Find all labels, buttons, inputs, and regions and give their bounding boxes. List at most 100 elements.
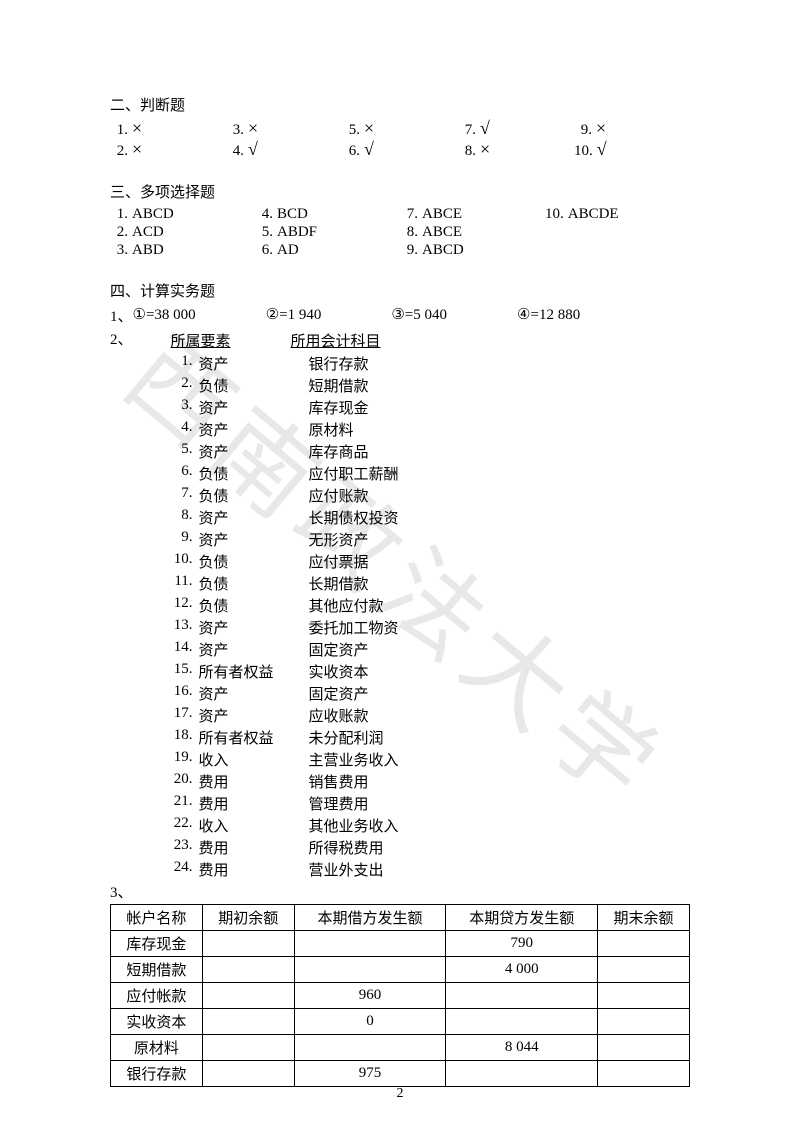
judge-mark: ×: [248, 119, 258, 137]
row-subject: 委托加工物资: [309, 617, 399, 638]
row-element: 资产: [199, 639, 309, 660]
q1-part: ④=12 880: [517, 305, 580, 326]
row-number: 16.: [163, 683, 193, 704]
row-subject: 应付票据: [309, 551, 369, 572]
mc-answer: ABCD: [422, 242, 464, 259]
q2-rows-container: 1.资产银行存款2.负债短期借款3.资产库存现金4.资产原材料5.资产库存商品6…: [133, 353, 690, 880]
row-element: 资产: [199, 397, 309, 418]
section4-title: 四、计算实务题: [110, 280, 690, 301]
table-cell: [294, 1035, 446, 1061]
q1-row: 1、 ①=38 000 ②=1 940 ③=5 040 ④=12 880: [110, 305, 690, 326]
table-cell: [446, 983, 598, 1009]
row-number: 11.: [163, 573, 193, 594]
q-num: 10.: [545, 206, 564, 223]
page-content: 二、判断题 1.× 3.× 5.× 7.√ 9.× 2.× 4.√ 6.√ 8.…: [110, 94, 690, 1087]
list-item: 16. 资产固定资产: [163, 683, 690, 704]
table-cell: 库存现金: [111, 931, 203, 957]
list-item: 14.资产固定资产: [163, 639, 690, 660]
row-subject: 应收账款: [309, 705, 369, 726]
row-element: 资产: [199, 529, 309, 550]
q-num: 1.: [110, 206, 128, 223]
row-number: 15.: [163, 661, 193, 682]
list-item: 1.资产银行存款: [163, 353, 690, 374]
q-num: 3.: [226, 122, 244, 139]
row-subject: 应付账款: [309, 485, 369, 506]
list-item: 15.所有者权益实收资本: [163, 661, 690, 682]
row-element: 负债: [199, 375, 309, 396]
q-num: 3.: [110, 242, 128, 259]
row-element: 资产: [199, 683, 309, 704]
q-num: 9.: [400, 242, 418, 259]
table-row: 库存现金790: [111, 931, 690, 957]
table-cell: 短期借款: [111, 957, 203, 983]
judge-mark: ×: [480, 140, 490, 158]
row-subject: 长期债权投资: [309, 507, 399, 528]
row-number: 21.: [163, 793, 193, 814]
list-item: 20.费用销售费用: [163, 771, 690, 792]
q-num: 2.: [110, 224, 128, 241]
row-subject: 管理费用: [309, 793, 369, 814]
list-item: 5.资产库存商品: [163, 441, 690, 462]
table-header: 期末余额: [598, 905, 690, 931]
table-cell: 实收资本: [111, 1009, 203, 1035]
row-subject: 未分配利润: [309, 727, 384, 748]
q1-part: ①=38 000: [133, 305, 196, 326]
table-cell: [294, 957, 446, 983]
table-cell: 银行存款: [111, 1061, 203, 1087]
list-item: 13.资产委托加工物资: [163, 617, 690, 638]
list-item: 8.资产长期债权投资: [163, 507, 690, 528]
row-number: 18.: [163, 727, 193, 748]
row-element: 资产: [199, 441, 309, 462]
row-number: 14.: [163, 639, 193, 660]
list-item: 10. 负债应付票据: [163, 551, 690, 572]
list-item: 18.所有者权益未分配利润: [163, 727, 690, 748]
row-number: 19.: [163, 749, 193, 770]
list-item: 11.负债长期借款: [163, 573, 690, 594]
table-row: 短期借款 4 000: [111, 957, 690, 983]
row-number: 20.: [163, 771, 193, 792]
row-subject: 固定资产: [309, 683, 369, 704]
row-subject: 其他应付款: [309, 595, 384, 616]
row-subject: 短期借款: [309, 375, 369, 396]
row-element: 资产: [199, 705, 309, 726]
mc-answer: AD: [277, 242, 299, 259]
row-number: 22.: [163, 815, 193, 836]
q1-part: ③=5 040: [391, 305, 447, 326]
q-num: 4.: [255, 206, 273, 223]
row-subject: 银行存款: [309, 353, 369, 374]
q-num: 6.: [342, 143, 360, 160]
table-row: 应付帐款960: [111, 983, 690, 1009]
section3-title: 三、多项选择题: [110, 181, 690, 202]
row-number: 10.: [163, 551, 193, 572]
table-cell: 960: [294, 983, 446, 1009]
table-cell: [598, 1035, 690, 1061]
row-number: 1.: [163, 353, 193, 374]
table-cell: 4 000: [446, 957, 598, 983]
mc-answer: ABCD: [132, 206, 174, 223]
row-element: 负债: [199, 463, 309, 484]
row-number: 24.: [163, 859, 193, 880]
row-element: 负债: [199, 485, 309, 506]
table-cell: 原材料: [111, 1035, 203, 1061]
mc-answer: ABD: [132, 242, 164, 259]
row-number: 7.: [163, 485, 193, 506]
list-item: 17.资产应收账款: [163, 705, 690, 726]
table-cell: [202, 931, 294, 957]
row-element: 资产: [199, 419, 309, 440]
q-num: 2.: [110, 143, 128, 160]
page-number: 2: [0, 1086, 800, 1102]
table-header: 本期贷方发生额: [446, 905, 598, 931]
table-cell: [598, 957, 690, 983]
q-num: 8.: [458, 143, 476, 160]
row-number: 8.: [163, 507, 193, 528]
mc-answer: ABCE: [422, 206, 462, 223]
judge-mark: √: [248, 140, 258, 158]
q1-part: ②=1 940: [266, 305, 322, 326]
table-cell: 0: [294, 1009, 446, 1035]
row-element: 负债: [199, 551, 309, 572]
q-num: 1.: [110, 122, 128, 139]
row-subject: 库存商品: [309, 441, 369, 462]
table-cell: [598, 983, 690, 1009]
list-item: 6.负债应付职工薪酬: [163, 463, 690, 484]
row-number: 4.: [163, 419, 193, 440]
